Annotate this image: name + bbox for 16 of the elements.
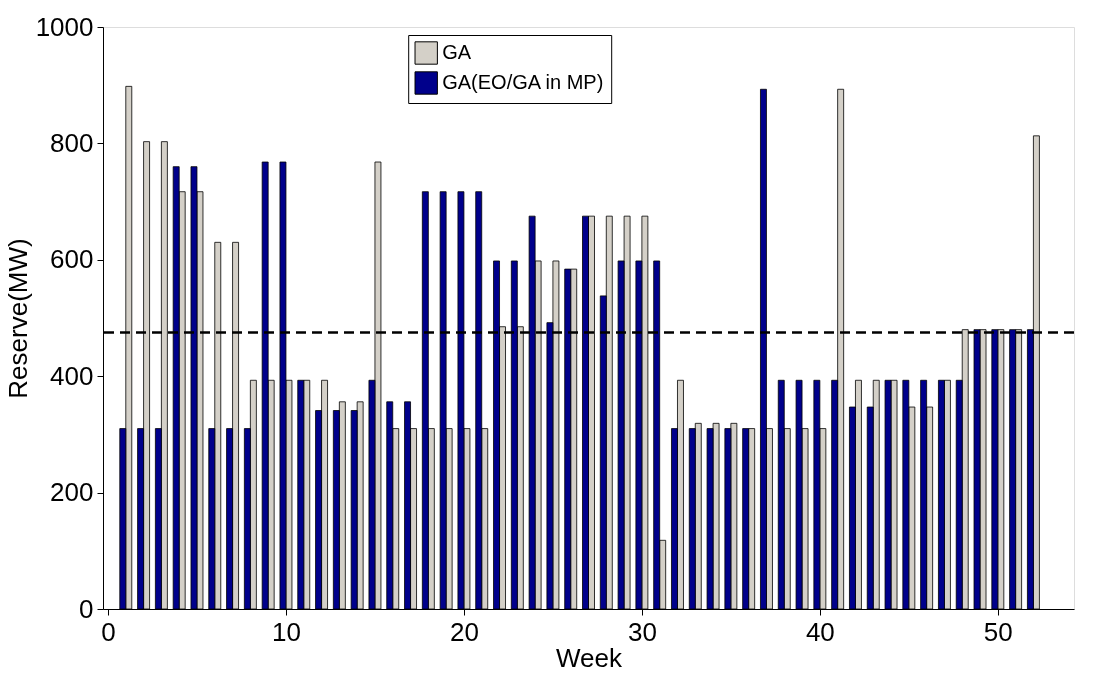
x-tick-label: 30 (627, 616, 657, 647)
x-tick-label: 10 (272, 616, 301, 647)
legend-label: GA(EO/GA in MP) (442, 71, 604, 93)
y-tick-label: 600 (50, 244, 94, 275)
y-tick-label: 200 (50, 477, 94, 508)
x-tick-label: 0 (101, 616, 116, 647)
y-tick-label: 0 (79, 593, 94, 624)
y-tick-label: 1000 (35, 11, 94, 42)
legend-label: GA (442, 41, 472, 63)
x-tick-label: 20 (449, 616, 479, 647)
x-tick-label: 40 (805, 616, 835, 647)
y-tick-label: 400 (50, 360, 94, 391)
y-axis-title: Reserve(MW) (2, 238, 33, 399)
y-tick-label: 800 (50, 127, 94, 158)
x-axis-title: Week (556, 642, 623, 673)
x-tick-label: 50 (983, 616, 1013, 647)
